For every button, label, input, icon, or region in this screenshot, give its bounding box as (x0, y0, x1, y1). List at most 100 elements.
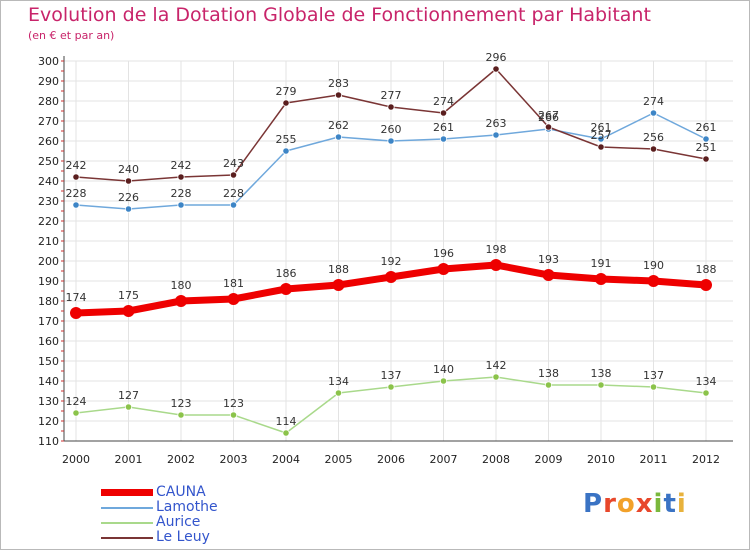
data-label-lamothe-2000: 228 (66, 187, 87, 200)
point-lamothe-2010 (597, 135, 605, 143)
data-label-le-leuy-2012: 251 (696, 141, 717, 154)
data-label-cauna-2000: 174 (66, 291, 87, 304)
point-le-leuy-2009 (544, 123, 553, 131)
data-label-lamothe-2006: 260 (381, 123, 402, 136)
y-tick-label-250: 250 (38, 155, 59, 168)
data-label-le-leuy-2002: 242 (171, 159, 192, 172)
data-label-aurice-2004: 114 (276, 415, 297, 428)
data-label-cauna-2009: 193 (538, 253, 559, 266)
data-label-lamothe-2009: 266 (538, 111, 559, 124)
data-label-aurice-2010: 138 (591, 367, 612, 380)
data-label-le-leuy-2010: 257 (591, 129, 612, 142)
data-label-le-leuy-2003: 243 (223, 157, 244, 170)
x-tick-label-2006: 2006 (377, 453, 405, 466)
y-tick-label-140: 140 (38, 375, 59, 388)
data-label-lamothe-2002: 228 (171, 187, 192, 200)
point-cauna-2000 (70, 307, 82, 319)
data-label-lamothe-2008: 263 (486, 117, 507, 130)
data-label-le-leuy-2004: 279 (276, 85, 297, 98)
point-le-leuy-2003 (229, 171, 238, 179)
y-tick-label-200: 200 (38, 255, 59, 268)
logo-letter: i (653, 489, 664, 519)
legend-label-aurice: Aurice (156, 514, 201, 530)
data-label-aurice-2005: 134 (328, 375, 349, 388)
point-aurice-2006 (387, 383, 395, 391)
point-lamothe-2002 (177, 201, 185, 209)
data-label-lamothe-2012: 261 (696, 121, 717, 134)
point-lamothe-2011 (649, 109, 658, 117)
point-le-leuy-2001 (124, 177, 133, 185)
point-le-leuy-2012 (702, 155, 710, 163)
point-lamothe-2008 (492, 131, 500, 139)
legend-label-cauna: CAUNA (156, 484, 206, 500)
y-tick-label-180: 180 (38, 295, 59, 308)
data-label-cauna-2011: 190 (643, 259, 664, 272)
y-tick-label-170: 170 (38, 315, 59, 328)
x-tick-label-2010: 2010 (587, 453, 615, 466)
point-le-leuy-2007 (439, 109, 448, 117)
data-label-aurice-2008: 142 (486, 359, 507, 372)
logo-letter: t (663, 489, 677, 519)
data-label-aurice-2000: 124 (66, 395, 87, 408)
point-aurice-2001 (124, 403, 133, 411)
data-label-lamothe-2005: 262 (328, 119, 349, 132)
point-lamothe-2006 (387, 137, 395, 145)
point-cauna-2005 (332, 279, 345, 291)
data-label-cauna-2001: 175 (118, 289, 139, 302)
data-label-lamothe-2010: 261 (591, 121, 612, 134)
y-tick-label-220: 220 (38, 215, 59, 228)
legend-swatch-lamothe (101, 506, 153, 509)
point-le-leuy-2011 (649, 145, 658, 153)
y-tick-label-240: 240 (38, 175, 59, 188)
point-cauna-2009 (542, 269, 555, 281)
series-layer (70, 65, 712, 437)
data-label-aurice-2009: 138 (538, 367, 559, 380)
y-tick-label-260: 260 (38, 135, 59, 148)
point-aurice-2008 (492, 373, 500, 381)
x-tick-label-2002: 2002 (167, 453, 195, 466)
grid-layer (64, 60, 733, 442)
data-label-lamothe-2011: 274 (643, 95, 664, 108)
point-le-leuy-2002 (177, 173, 185, 181)
data-label-cauna-2003: 181 (223, 277, 244, 290)
y-tick-label-270: 270 (38, 115, 59, 128)
chart-subtitle: (en € et par an) (28, 29, 115, 42)
logo-letter: i (676, 489, 687, 519)
data-label-aurice-2011: 137 (643, 369, 664, 382)
point-le-leuy-2005 (334, 91, 343, 99)
y-tick-label-190: 190 (38, 275, 59, 288)
point-aurice-2002 (177, 411, 185, 419)
data-label-le-leuy-2008: 296 (486, 51, 507, 64)
legend-swatch-aurice (101, 521, 153, 524)
data-label-aurice-2006: 137 (381, 369, 402, 382)
point-aurice-2011 (649, 383, 658, 391)
proxiti-logo: Proxiti (583, 489, 687, 519)
data-label-lamothe-2007: 261 (433, 121, 454, 134)
data-label-lamothe-2003: 228 (223, 187, 244, 200)
point-aurice-2003 (229, 411, 238, 419)
legend-item-aurice: Aurice (101, 515, 218, 530)
chart-title: Evolution de la Dotation Globale de Fonc… (28, 4, 651, 26)
point-lamothe-2003 (229, 201, 238, 209)
y-tick-label-210: 210 (38, 235, 59, 248)
point-cauna-2011 (647, 275, 660, 287)
data-label-cauna-2008: 198 (486, 243, 507, 256)
y-tick-label-130: 130 (38, 395, 59, 408)
y-tick-label-150: 150 (38, 355, 59, 368)
point-le-leuy-2004 (282, 99, 290, 107)
point-lamothe-2000 (72, 201, 80, 209)
point-cauna-2007 (437, 263, 450, 275)
point-lamothe-2005 (334, 133, 343, 141)
data-label-cauna-2012: 188 (696, 263, 717, 276)
data-label-le-leuy-2001: 240 (118, 163, 139, 176)
data-label-aurice-2003: 123 (223, 397, 244, 410)
legend-swatch-le-leuy (101, 536, 153, 539)
point-aurice-2007 (439, 377, 448, 385)
x-tick-label-2005: 2005 (325, 453, 353, 466)
legend-item-lamothe: Lamothe (101, 500, 218, 515)
x-tick-label-2000: 2000 (62, 453, 90, 466)
point-cauna-2003 (227, 293, 240, 305)
axis-layer: 110 120 130 140 150 160 170 180 190 200 210 220 230 2… (38, 55, 733, 466)
label-layer: 228 226 228 228 255 262 260 261 263 266 261 274 261 1… (66, 51, 717, 428)
